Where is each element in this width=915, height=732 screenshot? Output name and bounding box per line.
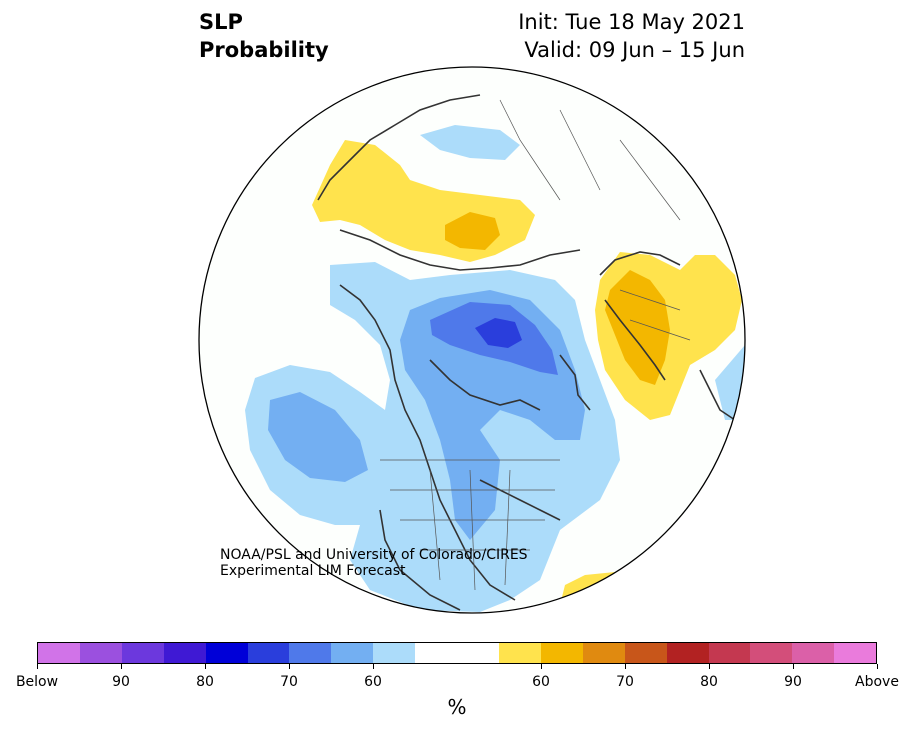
below-normal-region-light-east	[715, 345, 745, 420]
colorbar-tick-label: 70	[616, 674, 634, 690]
colorbar-tick	[372, 664, 374, 669]
below-normal-region-deep	[475, 318, 522, 348]
colorbar-tick-label: 90	[112, 674, 130, 690]
colorbar-tick-label: 60	[364, 674, 382, 690]
colorbar-cell	[373, 643, 416, 663]
colorbar-tick-label: 80	[196, 674, 214, 690]
above-normal-region-atlantic-core	[605, 270, 670, 385]
probability-shading	[245, 94, 745, 612]
colorbar-tick	[876, 664, 878, 669]
polar-map	[198, 66, 746, 614]
map-title: SLP Probability	[199, 8, 329, 64]
colorbar-cell	[708, 643, 751, 663]
colorbar-tick	[36, 664, 38, 669]
colorbar-cell	[582, 643, 625, 663]
colorbar-tick	[120, 664, 122, 669]
init-date: Init: Tue 18 May 2021	[518, 10, 745, 34]
credit-line-2: Experimental LIM Forecast	[220, 563, 406, 579]
colorbar-cell	[834, 643, 877, 663]
colorbar-tick	[624, 664, 626, 669]
colorbar-cell	[289, 643, 332, 663]
colorbar-cell	[750, 643, 793, 663]
colorbar-unit: %	[447, 695, 467, 719]
colorbar-cell	[121, 643, 164, 663]
colorbar-tick-label: Above	[855, 674, 899, 690]
colorbar-tick	[708, 664, 710, 669]
colorbar-cells	[37, 642, 877, 664]
valid-range: Valid: 09 Jun – 15 Jun	[524, 38, 745, 62]
colorbar-cell	[624, 643, 667, 663]
colorbar-cell	[792, 643, 835, 663]
colorbar-tick-label: Below	[15, 674, 59, 690]
colorbar-cell	[205, 643, 248, 663]
colorbar-cell	[415, 643, 458, 663]
colorbar-tick	[204, 664, 206, 669]
colorbar-tick-label: 80	[700, 674, 718, 690]
data-credit: NOAA/PSL and University of Colorado/CIRE…	[220, 547, 528, 579]
below-normal-region-light-north	[420, 125, 520, 160]
colorbar-tick	[792, 664, 794, 669]
credit-line-1: NOAA/PSL and University of Colorado/CIRE…	[220, 547, 528, 563]
colorbar-cell	[540, 643, 583, 663]
colorbar	[37, 642, 877, 664]
colorbar-cell	[457, 643, 499, 663]
colorbar-tick-label: 60	[532, 674, 550, 690]
colorbar-cell	[331, 643, 374, 663]
colorbar-tick	[288, 664, 290, 669]
below-normal-region-mid-pacific	[268, 392, 368, 482]
colorbar-tick-label: 90	[784, 674, 802, 690]
colorbar-cell	[163, 643, 206, 663]
colorbar-cell	[666, 643, 709, 663]
product-label: Probability	[199, 38, 329, 62]
globe-outline	[198, 66, 746, 614]
colorbar-cell	[79, 643, 122, 663]
colorbar-cell	[498, 643, 541, 663]
above-normal-region-eurasia-core	[445, 212, 500, 250]
colorbar-tick-label: 70	[280, 674, 298, 690]
forecast-dates: Init: Tue 18 May 2021 Valid: 09 Jun – 15…	[518, 8, 745, 64]
variable-label: SLP	[199, 10, 243, 34]
colorbar-cell	[38, 643, 80, 663]
colorbar-tick	[540, 664, 542, 669]
borders	[380, 99, 691, 591]
coastlines	[317, 94, 736, 611]
colorbar-cell	[247, 643, 290, 663]
